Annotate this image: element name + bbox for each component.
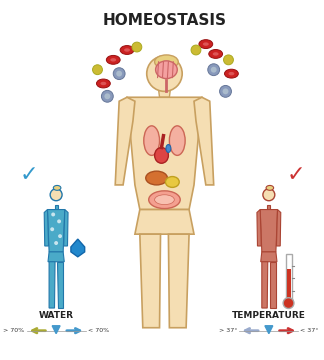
Text: WATER: WATER xyxy=(39,311,74,320)
Polygon shape xyxy=(260,210,278,252)
Circle shape xyxy=(101,90,113,102)
Circle shape xyxy=(57,219,61,223)
Polygon shape xyxy=(49,262,55,308)
Ellipse shape xyxy=(228,72,234,75)
Polygon shape xyxy=(115,97,135,185)
Polygon shape xyxy=(71,239,85,257)
Ellipse shape xyxy=(100,82,106,85)
Ellipse shape xyxy=(124,48,130,52)
Circle shape xyxy=(191,45,201,55)
Text: > 70%: > 70% xyxy=(4,328,25,333)
Ellipse shape xyxy=(169,126,185,156)
Circle shape xyxy=(104,93,110,99)
Polygon shape xyxy=(262,262,268,308)
Ellipse shape xyxy=(155,148,168,163)
Circle shape xyxy=(116,71,122,77)
Circle shape xyxy=(283,298,294,309)
Polygon shape xyxy=(257,210,261,246)
Text: > 37°: > 37° xyxy=(219,328,237,333)
Ellipse shape xyxy=(209,50,223,58)
Text: ✓: ✓ xyxy=(19,165,38,185)
Polygon shape xyxy=(261,252,277,262)
Circle shape xyxy=(223,89,228,94)
Ellipse shape xyxy=(266,185,274,190)
Ellipse shape xyxy=(110,58,116,62)
Polygon shape xyxy=(158,89,170,97)
Polygon shape xyxy=(168,234,189,328)
Text: < 37°: < 37° xyxy=(300,328,319,333)
Circle shape xyxy=(50,189,62,201)
Ellipse shape xyxy=(166,176,179,188)
Polygon shape xyxy=(47,210,65,252)
Circle shape xyxy=(220,85,231,97)
Polygon shape xyxy=(48,252,64,262)
Polygon shape xyxy=(265,326,273,334)
Circle shape xyxy=(211,67,217,73)
Ellipse shape xyxy=(120,46,134,54)
Ellipse shape xyxy=(106,55,120,64)
Text: TEMPERATURE: TEMPERATURE xyxy=(232,311,306,320)
Ellipse shape xyxy=(213,52,219,56)
Polygon shape xyxy=(52,326,60,334)
Text: < 70%: < 70% xyxy=(87,328,109,333)
Circle shape xyxy=(50,227,54,231)
Ellipse shape xyxy=(97,79,110,88)
Polygon shape xyxy=(57,262,63,308)
Circle shape xyxy=(132,42,142,52)
Bar xyxy=(285,254,292,303)
Circle shape xyxy=(208,64,220,76)
Ellipse shape xyxy=(149,191,180,208)
Circle shape xyxy=(58,234,62,238)
Circle shape xyxy=(263,189,275,201)
Polygon shape xyxy=(127,97,202,210)
Circle shape xyxy=(51,212,55,216)
Polygon shape xyxy=(270,262,276,308)
Polygon shape xyxy=(64,210,68,246)
Text: ✓: ✓ xyxy=(287,165,306,185)
Polygon shape xyxy=(135,210,194,234)
Polygon shape xyxy=(267,204,271,210)
Circle shape xyxy=(147,56,182,91)
Ellipse shape xyxy=(155,55,178,69)
Text: HOMEOSTASIS: HOMEOSTASIS xyxy=(102,13,226,28)
Ellipse shape xyxy=(203,42,209,46)
Ellipse shape xyxy=(53,185,61,190)
Ellipse shape xyxy=(199,40,213,49)
Ellipse shape xyxy=(225,69,238,78)
Bar xyxy=(286,269,291,303)
Polygon shape xyxy=(194,97,214,185)
Ellipse shape xyxy=(166,145,171,152)
Circle shape xyxy=(54,241,58,245)
Circle shape xyxy=(113,68,125,80)
Ellipse shape xyxy=(146,171,168,185)
Circle shape xyxy=(93,65,102,75)
Polygon shape xyxy=(54,204,58,210)
Polygon shape xyxy=(140,234,160,328)
Ellipse shape xyxy=(156,61,177,78)
Ellipse shape xyxy=(144,126,159,156)
Circle shape xyxy=(224,55,233,65)
Ellipse shape xyxy=(155,195,174,204)
Polygon shape xyxy=(276,210,281,246)
Polygon shape xyxy=(44,210,49,246)
